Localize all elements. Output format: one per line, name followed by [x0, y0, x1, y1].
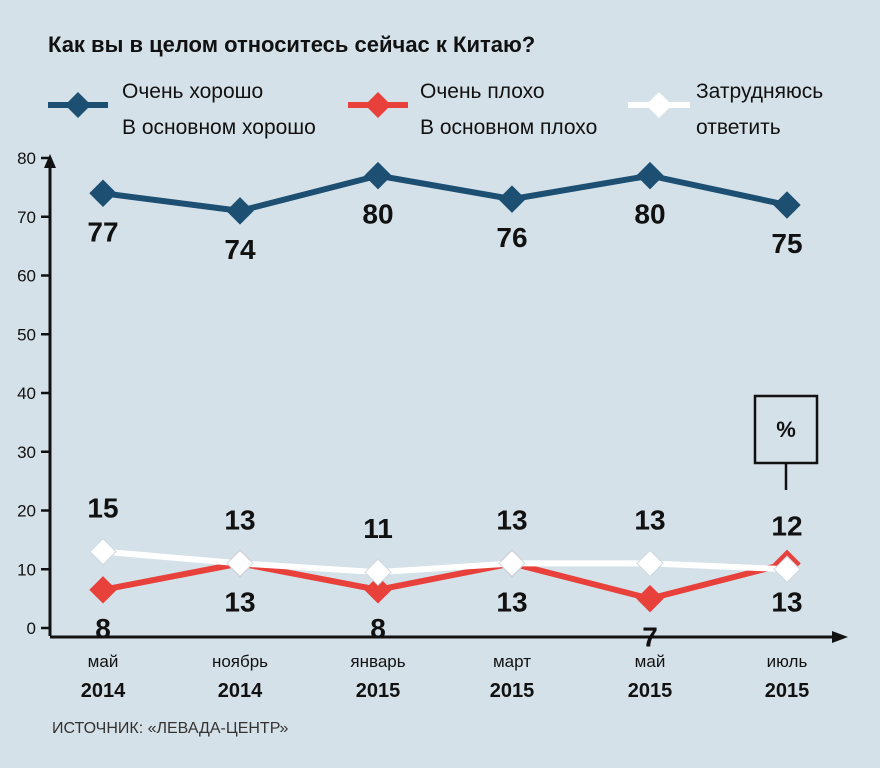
y-tick-label: 20 [17, 502, 36, 521]
legend-label-line2-1: В основном плохо [420, 116, 597, 139]
data-labels: 77 74 80 76 80 75 8 13 8 13 7 13 15 13 11 13 13 12 [87, 199, 802, 653]
series-2-point [226, 549, 254, 578]
series-2-value-label: 13 [496, 504, 527, 535]
series-2-value-label: 13 [224, 504, 255, 535]
series-2-line [102, 548, 788, 576]
x-tick-label-month: ноябрь [212, 652, 268, 671]
x-tick-label-month: май [88, 652, 119, 671]
series-0-value-label: 75 [771, 228, 802, 259]
series-2 [89, 537, 801, 586]
legend-swatch-marker-2 [646, 92, 672, 118]
series-0-value-label: 80 [634, 199, 665, 230]
x-tick-label-year: 2015 [628, 680, 673, 702]
legend-label-line2-0: В основном хорошо [122, 116, 316, 139]
series-2-value-label: 12 [771, 510, 802, 541]
series-1-value-label: 7 [642, 622, 658, 653]
series-2-value-label: 13 [634, 504, 665, 535]
x-tick-label-month: июль [767, 652, 808, 671]
series-2-value-label: 15 [87, 493, 118, 524]
x-tick-label-year: 2015 [765, 680, 810, 702]
series-1-value-label: 8 [370, 613, 386, 644]
unit-label: % [776, 417, 796, 442]
x-axis-arrow [832, 631, 848, 643]
x-tick-label-year: 2014 [218, 680, 263, 702]
y-tick-label: 10 [17, 560, 36, 579]
series-2-value-label: 11 [363, 513, 393, 544]
legend-label-line2-2: ответить [696, 116, 781, 139]
series-1-value-label: 13 [771, 586, 802, 617]
series-0-point [89, 179, 117, 207]
y-tick-label: 0 [27, 619, 36, 638]
axes: 0 10 20 30 40 50 60 70 80 май 2014 ноябрь 2014 январь… [17, 149, 848, 702]
series-0-value-label: 76 [496, 222, 527, 253]
series-1-point [636, 584, 664, 613]
y-tick-label: 40 [17, 384, 36, 403]
y-tick-label: 30 [17, 443, 36, 462]
x-tick-label-year: 2015 [490, 680, 535, 702]
series-0-point [226, 197, 254, 225]
series-2-point [364, 558, 392, 586]
legend-label-line1-2: Затрудняюсь [696, 80, 823, 103]
y-tick-label: 60 [17, 267, 36, 286]
legend-item-2: Затрудняюсь ответить [628, 80, 823, 139]
series-0-point [636, 161, 664, 190]
legend-label-line1-1: Очень плохо [420, 80, 545, 103]
y-tick-label: 50 [17, 325, 36, 344]
series-1-line [102, 560, 788, 602]
series-1-value-label: 13 [496, 586, 527, 617]
series-2-point [773, 555, 801, 583]
series-0-point [498, 185, 526, 213]
legend: Очень хорошо В основном хорошо Очень плохо… [48, 80, 823, 139]
x-tick-label-month: март [493, 652, 531, 671]
legend-swatch-marker-1 [365, 92, 391, 118]
series-1-point [364, 576, 392, 604]
series-1-point [89, 576, 117, 604]
series-0-value-label: 74 [224, 234, 256, 265]
x-tick-label-month: январь [350, 652, 405, 671]
series-1-value-label: 8 [95, 613, 111, 644]
series-0-line [102, 172, 788, 214]
series-layer [89, 161, 801, 613]
series-0-point [773, 191, 801, 219]
legend-item-0: Очень хорошо В основном хорошо [48, 80, 316, 139]
x-tick-label-year: 2014 [81, 680, 126, 702]
series-2-point [89, 537, 117, 566]
series-2-point [498, 549, 526, 578]
series-0-value-label: 80 [362, 199, 393, 230]
series-0 [89, 161, 801, 225]
y-tick-label: 70 [17, 208, 36, 227]
x-tick-label-month: май [635, 652, 666, 671]
series-1-value-label: 13 [224, 586, 255, 617]
y-axis-arrow [44, 154, 56, 168]
series-0-point [364, 161, 392, 190]
legend-item-1: Очень плохо В основном плохо [348, 80, 597, 139]
series-2-point [636, 549, 664, 578]
series-0-value-label: 77 [87, 216, 118, 247]
unit-box: % [753, 394, 819, 490]
y-tick-label: 80 [17, 149, 36, 168]
legend-swatch-marker-0 [65, 92, 91, 118]
chart-title: Как вы в целом относитесь сейчас к Китаю… [48, 32, 535, 57]
source-note: ИСТОЧНИК: «ЛЕВАДА-ЦЕНТР» [52, 720, 288, 737]
legend-label-line1-0: Очень хорошо [122, 80, 263, 103]
x-tick-label-year: 2015 [356, 680, 401, 702]
